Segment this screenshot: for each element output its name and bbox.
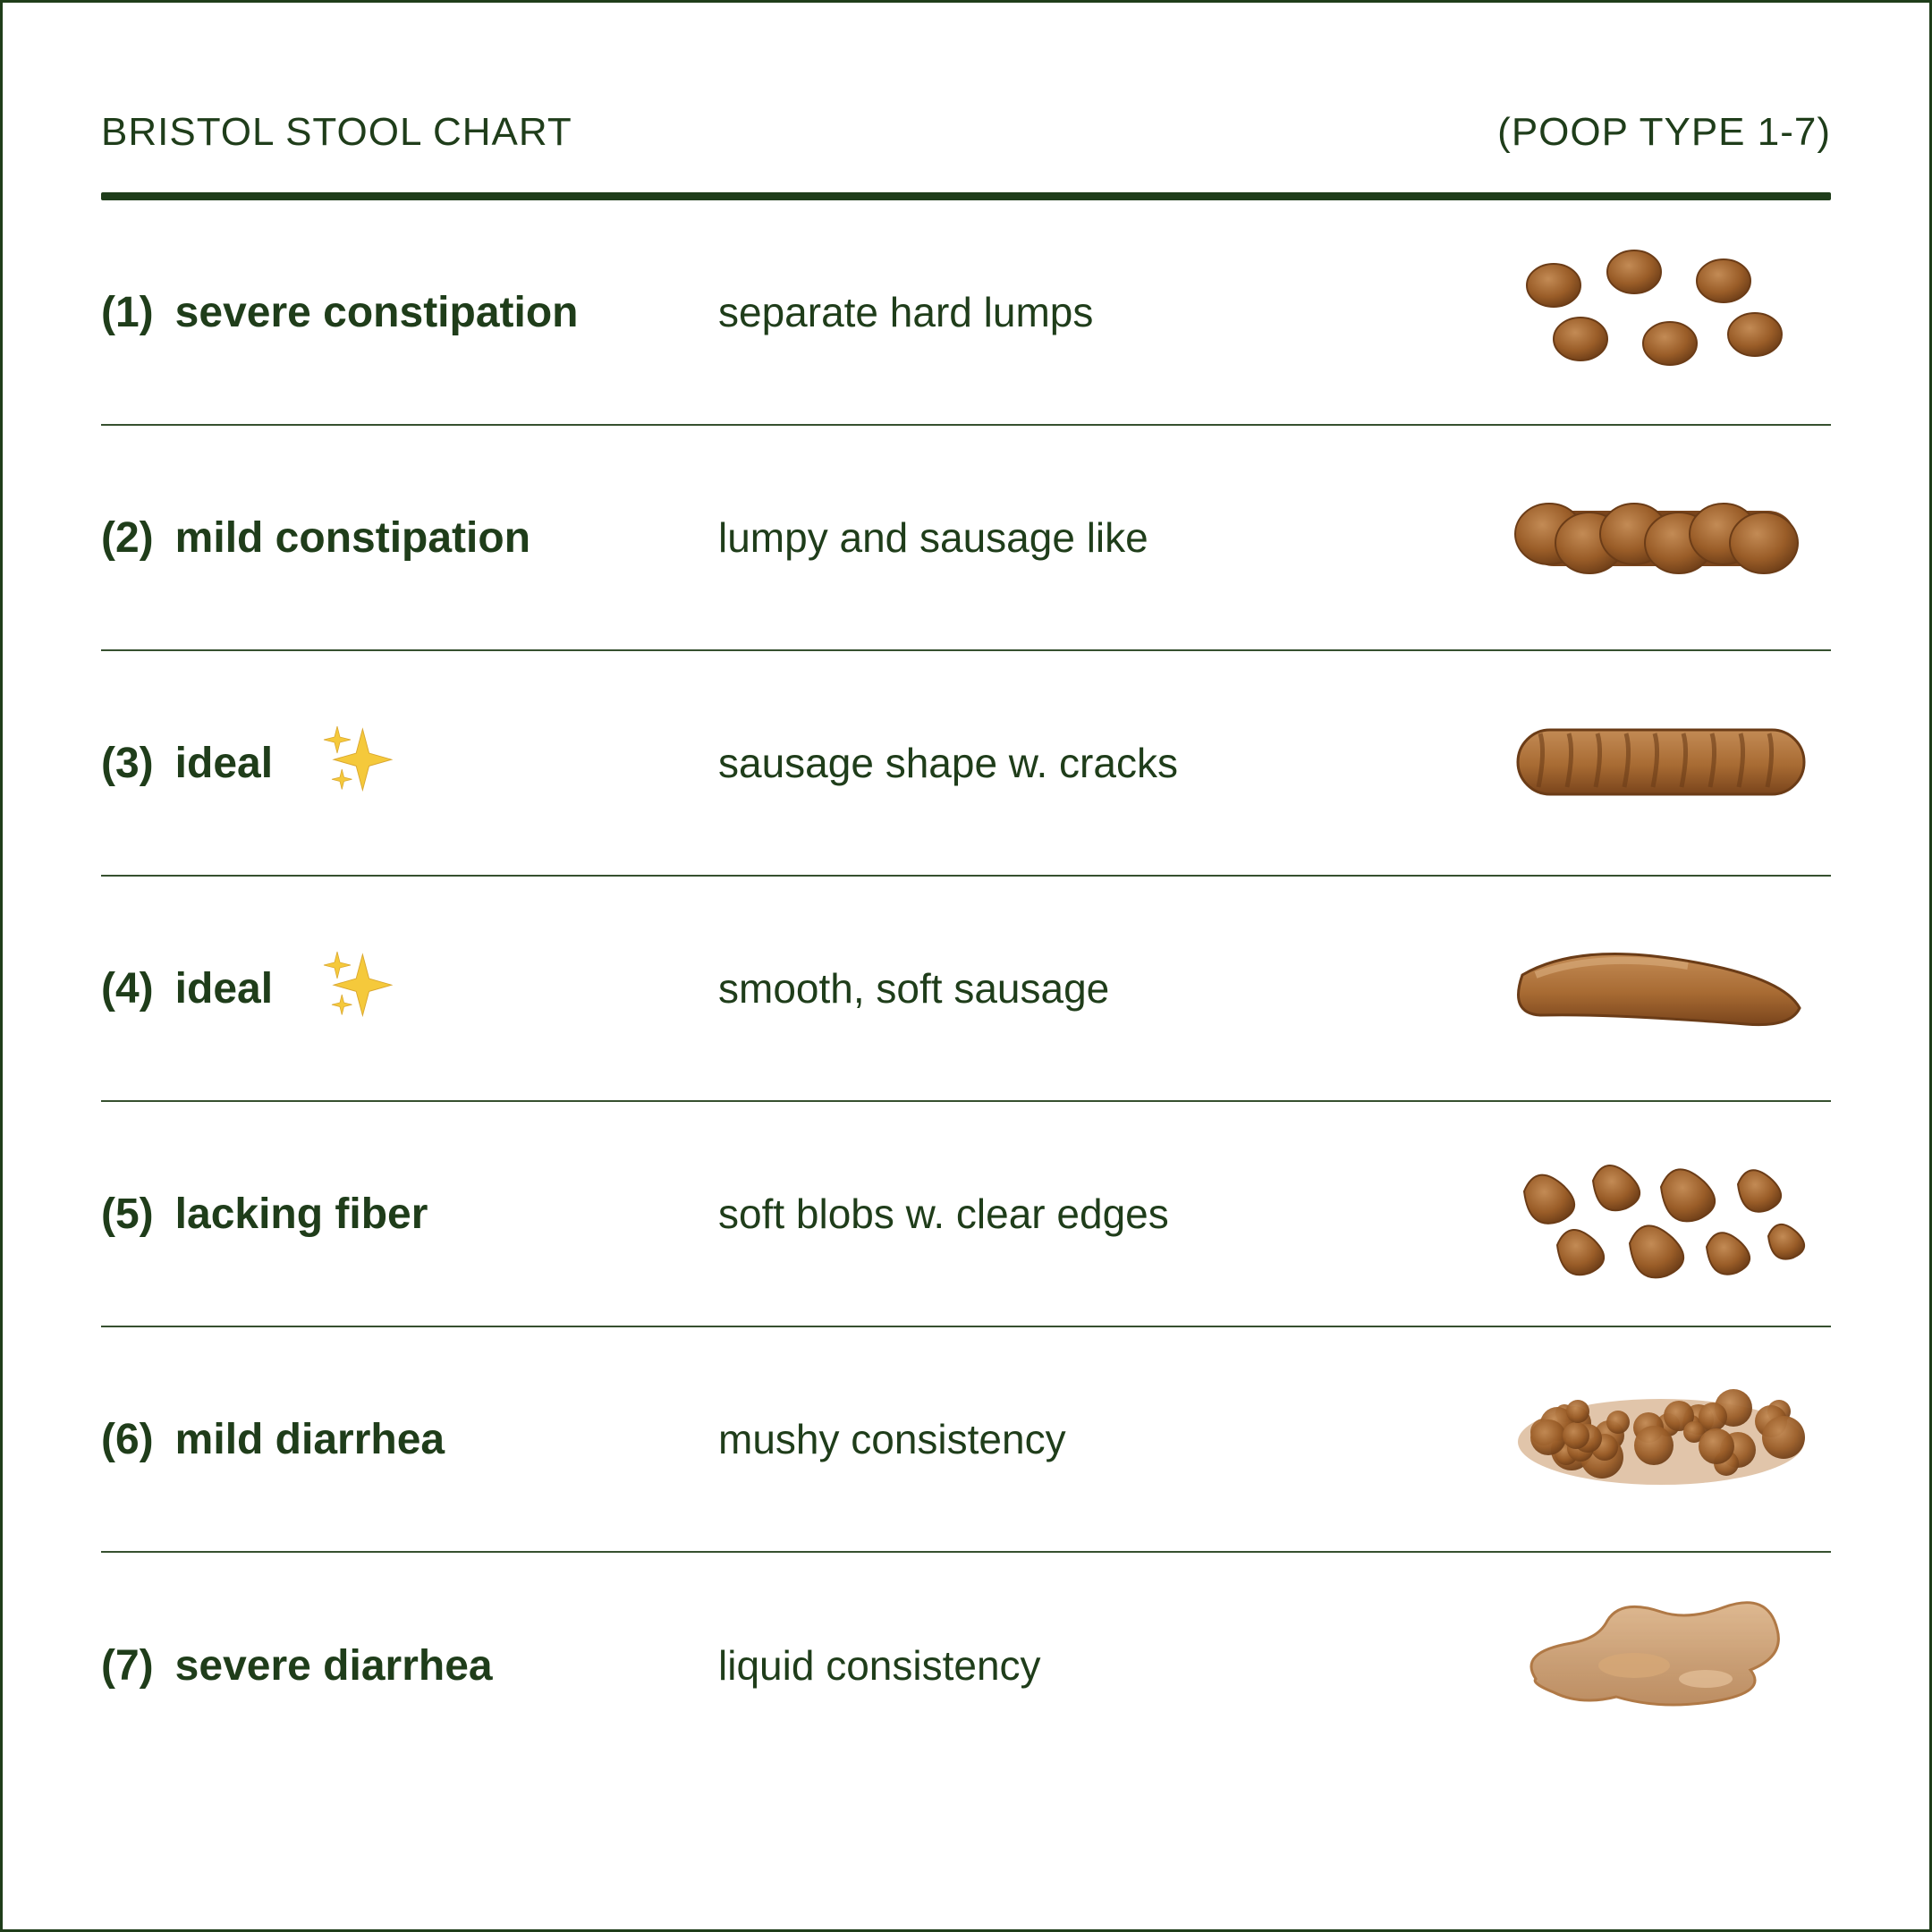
row-label: (6) mild diarrhea [101, 1415, 718, 1464]
chart-frame: BRISTOL STOOL CHART (POOP TYPE 1-7) (1) … [0, 0, 1932, 1932]
sparkle-icon [310, 718, 409, 808]
row-label-text: ideal [175, 964, 273, 1013]
row-description: liquid consistency [718, 1641, 1344, 1690]
chart-title: BRISTOL STOOL CHART [101, 110, 572, 155]
row-label-text: lacking fiber [175, 1190, 428, 1239]
row-illustration [1344, 462, 1831, 614]
row-label: (3) ideal [101, 718, 718, 808]
row-description: separate hard lumps [718, 288, 1344, 336]
row-number: (2) [101, 513, 154, 563]
chart-row: (4) ideal smooth, soft sausage [101, 877, 1831, 1102]
row-illustration [1344, 687, 1831, 839]
row-description: lumpy and sausage like [718, 513, 1344, 562]
sparkle-icon [310, 944, 409, 1033]
row-number: (3) [101, 739, 154, 788]
row-label-text: mild diarrhea [175, 1415, 445, 1464]
chart-row: (3) ideal sausage shape w. cracks [101, 651, 1831, 877]
row-label-text: mild constipation [175, 513, 530, 563]
chart-row: (5) lacking fiber soft blobs w. clear ed… [101, 1102, 1831, 1327]
sparkle-icon [310, 718, 409, 808]
row-description: smooth, soft sausage [718, 964, 1344, 1013]
row-illustration [1344, 912, 1831, 1064]
row-label: (7) severe diarrhea [101, 1641, 718, 1690]
chart-header: BRISTOL STOOL CHART (POOP TYPE 1-7) [101, 110, 1831, 192]
row-number: (7) [101, 1641, 154, 1690]
row-description: soft blobs w. clear edges [718, 1190, 1344, 1238]
row-label: (4) ideal [101, 944, 718, 1033]
row-label: (5) lacking fiber [101, 1190, 718, 1239]
row-description: sausage shape w. cracks [718, 739, 1344, 787]
row-label-text: severe diarrhea [175, 1641, 493, 1690]
row-number: (4) [101, 964, 154, 1013]
chart-row: (7) severe diarrhea liquid consistency [101, 1553, 1831, 1778]
row-number: (5) [101, 1190, 154, 1239]
chart-row: (1) severe constipation separate hard lu… [101, 200, 1831, 426]
row-label-text: ideal [175, 739, 273, 788]
row-number: (6) [101, 1415, 154, 1464]
row-label: (2) mild constipation [101, 513, 718, 563]
row-number: (1) [101, 288, 154, 337]
row-illustration [1344, 1138, 1831, 1290]
chart-rows: (1) severe constipation separate hard lu… [101, 200, 1831, 1778]
sparkle-icon [310, 944, 409, 1033]
row-label-text: severe constipation [175, 288, 579, 337]
row-description: mushy consistency [718, 1415, 1344, 1463]
row-illustration [1344, 1363, 1831, 1515]
header-rule [101, 192, 1831, 200]
chart-subtitle: (POOP TYPE 1-7) [1497, 110, 1831, 155]
chart-row: (2) mild constipation lumpy and sausage … [101, 426, 1831, 651]
row-label: (1) severe constipation [101, 288, 718, 337]
row-illustration [1344, 236, 1831, 388]
chart-row: (6) mild diarrhea mushy consistency [101, 1327, 1831, 1553]
row-illustration [1344, 1589, 1831, 1741]
